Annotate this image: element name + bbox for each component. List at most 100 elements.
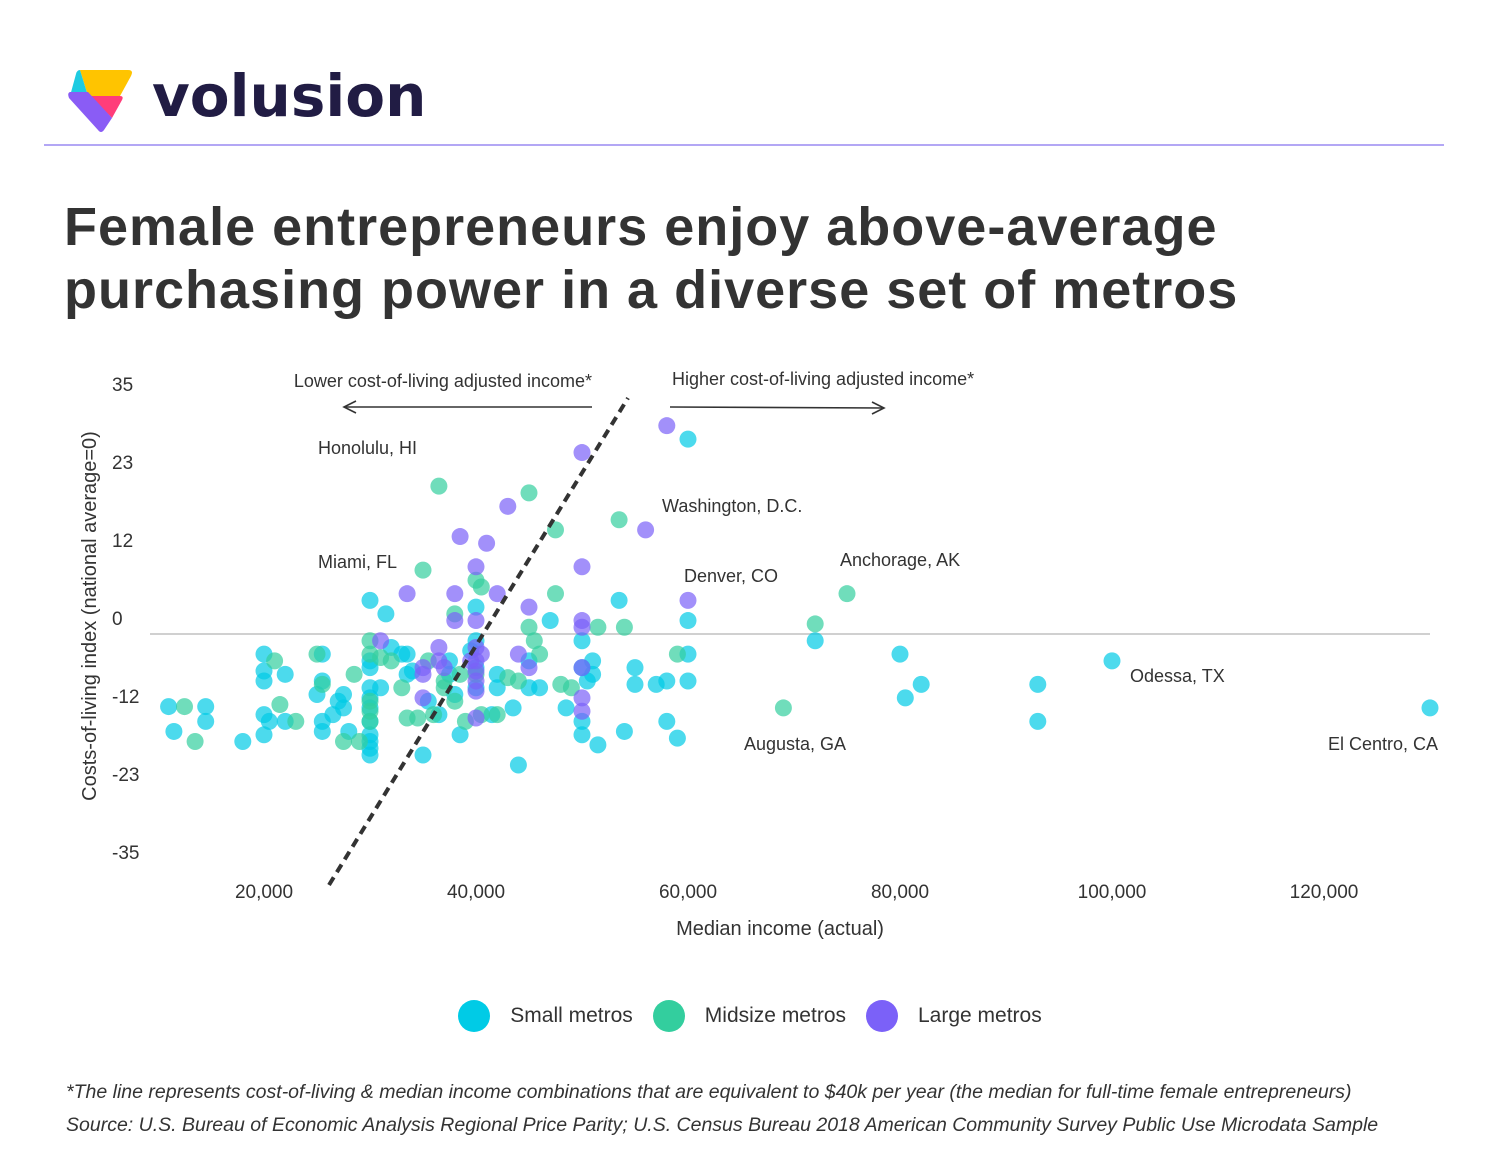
data-point-small <box>255 672 273 690</box>
data-point-midsize <box>176 698 193 716</box>
y-tick-label: 23 <box>112 453 133 474</box>
data-point-large <box>472 645 490 663</box>
legend-label: Midsize metros <box>704 1004 846 1027</box>
data-point-midsize <box>668 645 686 663</box>
data-point-large <box>520 659 538 677</box>
data-point-small <box>488 679 506 697</box>
data-point-small <box>615 722 633 740</box>
direction-annotations: Lower cost-of-living adjusted income* Hig… <box>294 369 974 415</box>
data-point-large <box>478 534 496 552</box>
x-tick-label: 60,000 <box>659 882 717 903</box>
data-point-midsize <box>345 665 363 683</box>
volusion-logo-icon <box>68 70 132 132</box>
data-point-small <box>361 746 379 764</box>
data-point-midsize <box>266 652 284 670</box>
data-point-large <box>520 598 538 616</box>
data-point-large <box>430 638 448 656</box>
footnotes: *The line represents cost-of-living & me… <box>66 1076 1378 1142</box>
data-point-small <box>160 698 178 716</box>
data-point-midsize <box>393 679 411 697</box>
data-point-small <box>451 726 469 744</box>
city-annotation: Miami, FL <box>318 552 397 572</box>
data-point-small <box>335 699 352 717</box>
data-point-small <box>557 699 575 717</box>
data-point-midsize <box>520 484 538 502</box>
data-point-small <box>806 632 824 650</box>
arrow-left-head-icon <box>342 400 357 414</box>
page-title: Female entrepreneurs enjoy above-average… <box>64 197 1239 320</box>
data-point-small <box>255 726 273 744</box>
data-point-small <box>679 672 697 690</box>
data-point-large <box>446 612 464 630</box>
reference-line-40k <box>327 396 630 887</box>
legend-label: Small metros <box>510 1004 633 1027</box>
data-point-large <box>467 682 485 700</box>
data-point-small <box>313 722 331 740</box>
y-tick-label: 0 <box>112 609 123 630</box>
data-point-midsize <box>430 477 448 495</box>
y-tick-label: -35 <box>112 843 139 864</box>
data-point-midsize <box>361 712 379 730</box>
arrow-right-icon <box>669 406 885 409</box>
data-point-small <box>626 659 644 677</box>
data-point-midsize <box>472 578 490 596</box>
data-point-small <box>589 736 607 754</box>
data-point-midsize <box>271 696 289 714</box>
city-annotations: Honolulu, HI Miami, FL Washington, D.C. Den… <box>318 438 1438 754</box>
direction-label-left: Lower cost-of-living adjusted income* <box>294 371 592 391</box>
arrow-right-head-icon <box>871 401 886 415</box>
data-point-small <box>1103 652 1121 670</box>
city-annotation: Denver, CO <box>684 566 778 586</box>
y-tick-label: -12 <box>112 687 139 708</box>
data-point-large <box>467 709 485 727</box>
legend-item-midsize: Midsize metros <box>652 1000 846 1032</box>
data-point-small <box>361 591 379 609</box>
data-point-large <box>467 558 485 576</box>
data-point-large <box>499 497 517 515</box>
source-line: Source: U.S. Bureau of Economic Analysis… <box>66 1114 1379 1136</box>
x-axis-title: Median income (actual) <box>676 918 884 940</box>
data-point-midsize <box>446 692 464 710</box>
data-point-small <box>531 679 549 697</box>
scatter-chart: 35 23 12 0 -12 -23 -35 20,000 40,000 60,000 80,000… <box>79 369 1439 940</box>
data-point-midsize <box>350 733 368 751</box>
legend-item-small: Small metros <box>458 1000 633 1032</box>
legend-swatch-large <box>866 1000 898 1032</box>
data-point-midsize <box>287 712 305 730</box>
data-point-midsize <box>435 672 453 690</box>
legend-item-large: Large metros <box>866 1000 1042 1032</box>
data-point-small <box>626 675 644 693</box>
data-point-midsize <box>520 618 538 636</box>
data-point-large <box>398 585 416 603</box>
data-point-midsize <box>806 615 824 633</box>
data-point-small <box>509 756 527 774</box>
data-point-small <box>504 699 522 717</box>
brand-name: volusion <box>152 62 427 130</box>
city-annotation: Augusta, GA <box>744 734 846 754</box>
data-point-midsize <box>525 632 543 650</box>
x-tick-label: 80,000 <box>871 882 929 903</box>
data-point-small <box>414 746 432 764</box>
y-axis-title: Costs-of-living index (national average=… <box>79 431 101 801</box>
city-annotation: Odessa, TX <box>1130 666 1225 686</box>
data-point-midsize <box>589 618 607 636</box>
data-point-large <box>573 444 591 462</box>
data-point-midsize <box>414 561 432 579</box>
data-point-large <box>573 618 591 636</box>
data-point-large <box>435 659 453 677</box>
data-point-small <box>912 675 930 693</box>
data-point-small <box>541 612 559 630</box>
data-point-small <box>573 632 591 650</box>
data-point-large <box>372 632 390 650</box>
data-point-midsize <box>409 709 427 727</box>
direction-label-right: Higher cost-of-living adjusted income* <box>672 369 974 389</box>
data-point-small <box>276 665 294 683</box>
data-point-large <box>573 659 591 677</box>
data-point-small <box>361 659 379 677</box>
data-point-midsize <box>382 652 400 670</box>
data-point-midsize <box>562 679 580 697</box>
data-point-small <box>896 689 914 707</box>
data-point-large <box>488 585 506 603</box>
data-point-small <box>197 712 215 730</box>
footnote-line: *The line represents cost-of-living & me… <box>66 1081 1352 1103</box>
